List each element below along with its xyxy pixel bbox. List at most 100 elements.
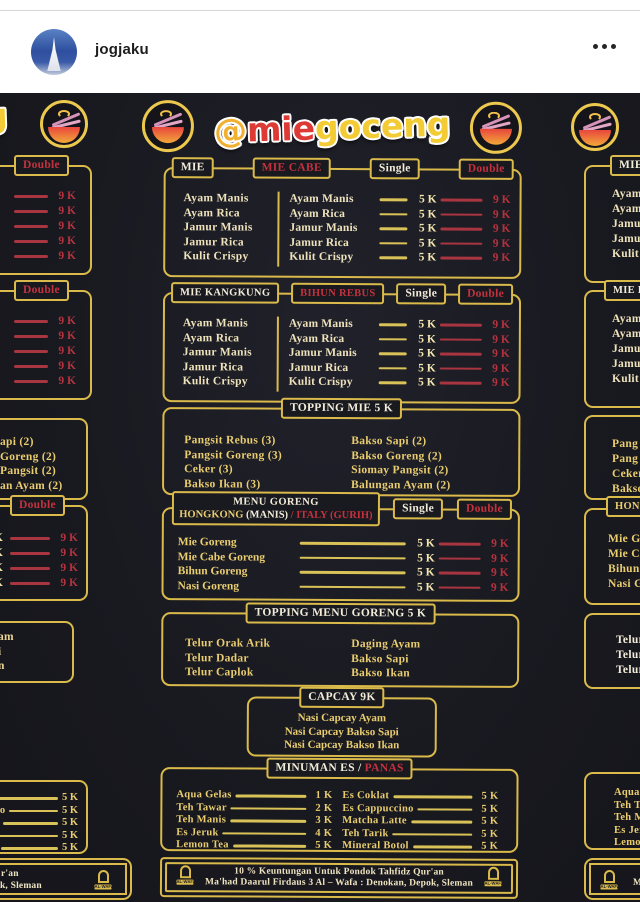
section-capcay: CAPCAY 9K Nasi Capcay Ayam Nasi Capcay B…: [246, 686, 437, 758]
alwafa-label: AL-WAFA: [600, 884, 618, 890]
price-row: Kulit Crispy 5 K 9 K: [289, 250, 510, 266]
price-double: 9 K: [58, 235, 76, 247]
cut-section-mie: MIE Ayam Ayam Jamu Jamu Kulit: [584, 155, 640, 283]
price-line: [14, 240, 48, 243]
price-row: K 9 K: [0, 531, 78, 546]
price-double: 9 K: [492, 347, 510, 360]
price-single: 5 K: [418, 236, 437, 249]
section-body: 9 K 9 K 9 K 9 K 9 K: [0, 292, 90, 389]
price-line: [439, 381, 482, 385]
topping-right: Bakso Sapi (2) Bakso Goreng (2) Siomay P…: [351, 434, 518, 493]
price-line: [439, 352, 482, 356]
section-title: MIE: [610, 155, 640, 176]
mie-cabe-items: Ayam Manis 5 K 9 K Ayam Rica 5 K 9 K Jamur M…: [279, 192, 519, 277]
price-row: l5 K: [0, 842, 78, 855]
price-double: 9 K: [58, 360, 76, 372]
price-row: Es Coklat 5 K: [342, 790, 498, 803]
price-single-cut: K: [0, 561, 3, 576]
miegoceng-logo-icon: [40, 100, 88, 148]
cut-section-topping-goreng: Telur Telur Telur: [584, 613, 640, 689]
price-row: 5 K: [0, 830, 78, 843]
section-title: BIHUN REBUS: [291, 282, 385, 305]
more-options-icon[interactable]: [593, 44, 616, 49]
price-double: 9 K: [58, 220, 76, 232]
price-double: 9 K: [60, 547, 78, 559]
price-line: [378, 352, 407, 355]
dot: [602, 44, 607, 49]
price-row: Jamur Manis 5 K 9 K: [289, 346, 510, 362]
menu-item: Kulit Crispy: [183, 250, 249, 263]
miegoceng-logo-icon: [469, 101, 523, 154]
double-label: Double: [14, 155, 69, 176]
menu-item: Nasi Capcay Ayam: [297, 711, 387, 725]
menu-item-cut: Nasi G: [608, 578, 640, 590]
alwafa-label: AL-WAFA: [484, 881, 502, 887]
brand-goceng-cut: g: [0, 95, 9, 136]
price-line: [0, 834, 58, 837]
section-body: 9 K 9 K 9 K 9 K 9 K: [0, 167, 90, 264]
menu-item: Ceker (3): [184, 463, 233, 476]
price-line: [438, 586, 481, 589]
price-single-cut: K: [0, 546, 3, 561]
section-menu-goreng: MENU GORENG HONGKONG (MANIS) / ITALY (GU…: [161, 491, 520, 602]
footer-inner: AL-WAFA 10 % Keuntungan Untuk Pondok Tah…: [164, 862, 514, 894]
price-row: 9 K: [0, 314, 76, 329]
menu-item: Balungan Ayam (2): [351, 478, 451, 492]
menu-item-cut: Teh T: [614, 799, 640, 811]
price-double: 9 K: [491, 537, 509, 550]
price-row: Ayam Manis 5 K 9 K: [289, 317, 510, 333]
menu-item: Telur Caplok: [185, 666, 254, 679]
alwafa-logo-icon: AL-WAFA: [599, 869, 619, 895]
price-single-cut: K: [0, 531, 3, 546]
cut-section-topping: Pang Pang Ceker Bakso: [584, 415, 640, 500]
section-body: Mie Go Mie Ca Bihun Nasi G: [586, 510, 640, 592]
price-line: [0, 797, 58, 800]
section-header-row: MIE MIE CABE Single Double: [171, 157, 514, 180]
menu-item: Bakso Ikan: [351, 667, 411, 680]
price-line: [9, 582, 50, 585]
section-title: TOPPING MENU GORENG 5 K: [245, 602, 436, 625]
menu-item-cut: i: [0, 645, 72, 660]
cut-section-footer: AL-WAFA Ma'h: [584, 858, 640, 900]
price: 5 K: [61, 829, 78, 841]
alwafa-label: AL-WAFA: [94, 884, 112, 890]
menu-item-cut: Ayam: [612, 188, 640, 200]
menu-photo[interactable]: @miegoceng MIE MIE CABE Single Double: [0, 93, 640, 902]
price-single: 5 K: [418, 361, 436, 374]
double-label: Double: [458, 283, 514, 305]
cut-section-goreng: HONGK Mie Go Mie Ca Bihun Nasi G: [584, 496, 640, 605]
cut-section-topping: api (2) Goreng (2) Pangsit (2) an Ayam (…: [0, 418, 88, 500]
price-double: 9 K: [60, 577, 78, 589]
price-row: K 9 K: [0, 576, 78, 591]
price-double: 9 K: [58, 250, 76, 262]
brand-goceng: goceng: [314, 103, 451, 147]
dot: [593, 44, 598, 49]
price-row: Ayam Rica 5 K 9 K: [289, 206, 510, 222]
noodle-swirl: [58, 110, 70, 118]
price-line: [9, 809, 58, 812]
cut-section-minuman: Aqua Teh T Teh M Es Jer Lemo: [584, 772, 640, 850]
menu-item-cut: Telur: [616, 649, 640, 661]
footer-text: 10 % Keuntungan Untuk Pondok Tahfidz Qur…: [203, 866, 475, 890]
menu-item: Es Jeruk: [176, 826, 219, 838]
menu-item: Pangsit Rebus (3): [184, 434, 276, 447]
menu-item-cut: Lemo: [614, 837, 640, 848]
menu-item: Ayam Manis: [183, 192, 249, 205]
cut-section-footer: r'an ok, Sleman AL-WAFA: [0, 858, 132, 900]
menu-item-cut: Ayam: [612, 313, 640, 325]
price-line: [299, 556, 406, 560]
menu-item-cut: am: [0, 631, 14, 643]
menu-item-cut: Ayam: [612, 328, 640, 340]
price-double: 9 K: [58, 205, 76, 217]
bowl: [48, 127, 80, 143]
avatar[interactable]: [31, 29, 77, 75]
price-row: 9 K: [0, 359, 76, 374]
menu-item: Jamur Manis: [182, 346, 253, 359]
minuman-right: Es Coklat 5 K Es Cappuccino 5 K Matcha Lat…: [342, 790, 508, 853]
menu-item-cut: Jamu: [612, 233, 640, 245]
username[interactable]: jogjaku: [95, 41, 149, 58]
price: 5 K: [481, 815, 499, 827]
brand-mie: mie: [246, 107, 316, 149]
price-double: 9 K: [58, 375, 76, 387]
